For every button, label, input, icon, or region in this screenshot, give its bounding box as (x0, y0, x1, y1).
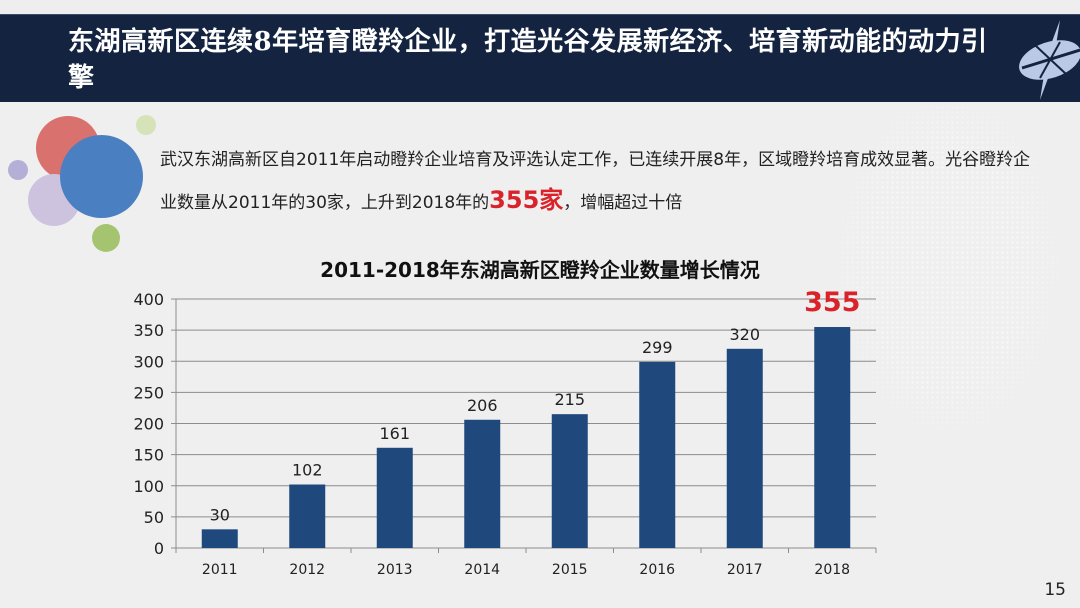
x-tick-label: 2016 (639, 562, 675, 578)
y-tick-label: 350 (133, 321, 164, 340)
intro-text-after: ，增幅超过十倍 (563, 193, 683, 213)
bar-2011 (201, 529, 238, 548)
page-title: 东湖高新区连续8年培育瞪羚企业，打造光谷发展新经济、培育新动能的动力引擎 (68, 27, 988, 93)
bar-2018 (814, 327, 851, 548)
y-tick-label: 250 (133, 383, 164, 402)
chart-title: 2011-2018年东湖高新区瞪羚企业数量增长情况 (320, 258, 760, 282)
intro-paragraph: 武汉东湖高新区自2011年启动瞪羚企业培育及评选认定工作，已连续开展8年，区域瞪… (160, 140, 1040, 223)
data-label: 30 (210, 505, 230, 524)
bar-2015 (551, 414, 588, 548)
y-tick-label: 200 (133, 415, 164, 434)
y-tick-label: 50 (144, 508, 164, 527)
world-map-dots-decoration (840, 105, 1080, 505)
page-number: 15 (1044, 580, 1066, 600)
y-tick-label: 300 (133, 352, 164, 371)
bubble-green (92, 224, 120, 252)
data-label-highlight: 355 (804, 287, 860, 318)
top-strip (0, 0, 1080, 14)
y-tick-label: 0 (154, 539, 164, 558)
x-tick-label: 2017 (727, 562, 763, 578)
x-tick-label: 2011 (202, 562, 238, 578)
intro-text: 武汉东湖高新区自2011年启动瞪羚企业培育及评选认定工作，已连续开展8年，区域瞪… (160, 150, 1031, 213)
x-tick-label: 2012 (289, 562, 325, 578)
y-tick-label: 150 (133, 446, 164, 465)
y-tick-label: 400 (133, 290, 164, 309)
compass-star-logo-icon (1019, 20, 1080, 100)
bubble-lightgreen-small (136, 115, 156, 135)
header-bar (0, 14, 1080, 102)
bar-2016 (639, 361, 676, 548)
x-tick-label: 2015 (552, 562, 588, 578)
bubble-blue (60, 135, 143, 218)
data-label: 215 (554, 390, 585, 409)
x-tick-label: 2018 (814, 562, 850, 578)
bar-2013 (376, 447, 413, 548)
data-label: 161 (379, 424, 410, 443)
bubble-violet-small (8, 160, 28, 180)
intro-highlight-count: 355家 (489, 186, 564, 214)
data-label: 299 (642, 338, 673, 357)
data-label: 102 (292, 461, 323, 480)
y-tick-label: 100 (133, 477, 164, 496)
data-label: 320 (729, 325, 760, 344)
bar-2012 (289, 484, 326, 548)
bar-2014 (464, 419, 501, 548)
data-label: 206 (467, 396, 498, 415)
x-tick-label: 2014 (464, 562, 500, 578)
x-tick-label: 2013 (377, 562, 413, 578)
bar-2017 (726, 348, 763, 548)
